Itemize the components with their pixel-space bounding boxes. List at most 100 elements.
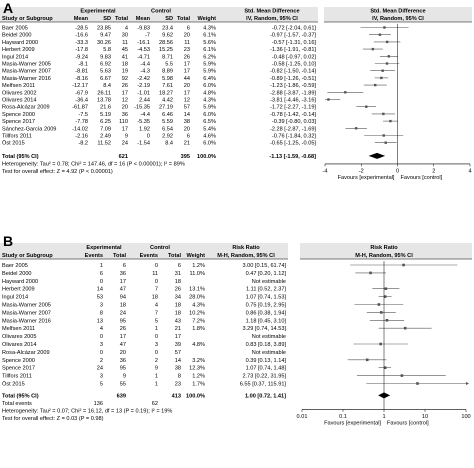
cell-c-total: 31 xyxy=(175,271,181,277)
table-header-bg xyxy=(0,7,318,22)
forest-plot-b: Experimental Control Risk Ratio Risk Ratio S… xyxy=(0,243,472,426)
cell-c-sd: 6.54 xyxy=(162,126,173,132)
cell-ci: 0.86 [0.38, 1.94] xyxy=(246,310,287,316)
total-events-label: Total events xyxy=(2,401,32,407)
weight-header: Weight xyxy=(186,253,205,259)
study-header: Study or Subgroup xyxy=(2,16,53,22)
cell-c-events: 2 xyxy=(155,358,158,364)
effect-square xyxy=(383,26,386,29)
cell-c-mean: -1.01 xyxy=(137,90,150,96)
cell-c-total: 14 xyxy=(175,358,181,364)
study-name: Masia-Warner 2007 xyxy=(2,69,51,75)
effect-square xyxy=(383,366,387,369)
cell-c-sd: 27.19 xyxy=(159,105,173,111)
cell-e-total: 17 xyxy=(120,334,126,340)
study-name: Sánchez-García 2009 xyxy=(2,126,56,132)
cell-e-mean: -9.24 xyxy=(75,54,88,60)
cell-weight: 10.2% xyxy=(189,310,205,316)
cell-c-total: 14 xyxy=(184,112,190,118)
study-name: Öst 2015 xyxy=(2,381,25,388)
x-tick-label: 100 xyxy=(461,414,470,420)
cell-e-total: 24 xyxy=(120,310,126,316)
effect-square xyxy=(385,62,389,65)
sd-header: SD xyxy=(103,16,111,22)
plot-title: Risk Ratio xyxy=(370,245,398,251)
effect-square xyxy=(381,69,384,72)
cell-weight: 6.5% xyxy=(203,119,216,125)
study-name: Baer 2005 xyxy=(2,26,28,32)
cell-e-events: 24 xyxy=(97,366,103,372)
heterogeneity-text: Heterogeneity: Tau² = 0.78; Chi² = 147.4… xyxy=(2,161,185,167)
cell-e-total: 19 xyxy=(122,69,128,75)
cell-c-events: 1 xyxy=(155,326,158,332)
effect-square xyxy=(380,311,383,314)
cell-e-sd: 26.11 xyxy=(97,90,111,96)
cell-c-total: 17 xyxy=(184,90,190,96)
cell-e-total: 47 xyxy=(120,342,126,348)
group-control-label: Control xyxy=(150,245,170,251)
cell-ci: 0.75 [0.19, 2.95] xyxy=(246,303,287,309)
study-name: Hayward 2000 xyxy=(2,40,38,46)
total-label: Total (95% CI) xyxy=(2,393,39,399)
panel-a-letter: A xyxy=(3,0,14,16)
favours-left-label: Favours [experimental] xyxy=(324,420,381,426)
cell-c-events: 7 xyxy=(155,310,158,316)
cell-e-total: 20 xyxy=(122,105,128,111)
cell-c-mean: -4.4 xyxy=(140,62,150,68)
cell-e-mean: -8.81 xyxy=(75,69,88,75)
cell-e-events: 3 xyxy=(100,374,103,380)
cell-e-total: 17 xyxy=(120,279,126,285)
cell-c-sd: 15.25 xyxy=(159,47,173,53)
cell-c-mean: -7 xyxy=(145,33,150,39)
cell-c-total: 26 xyxy=(184,54,190,60)
control-total-header: Total xyxy=(168,253,181,259)
cell-weight: 6.0% xyxy=(203,112,216,118)
x-tick-label: 0.01 xyxy=(297,414,308,420)
cell-c-sd: 18.27 xyxy=(159,90,173,96)
cell-c-mean: -2.42 xyxy=(137,76,150,82)
cell-c-sd: 4.42 xyxy=(162,98,173,104)
cell-weight: 4.8% xyxy=(203,90,216,96)
cell-c-sd: 28.56 xyxy=(159,40,173,46)
cell-c-total: 23 xyxy=(184,47,190,53)
cell-c-events: 4 xyxy=(155,303,158,309)
cell-c-sd: 8.71 xyxy=(162,54,173,60)
cell-e-events: 53 xyxy=(97,295,103,301)
cell-c-mean: -4.4 xyxy=(140,112,150,118)
effect-square xyxy=(387,55,390,58)
cell-c-mean: -2.19 xyxy=(137,83,150,89)
cell-e-events: 3 xyxy=(100,303,103,309)
cell-weight: 3.2% xyxy=(192,358,205,364)
control-mean-header: Mean xyxy=(136,16,151,22)
favours-right-label: Favours [control] xyxy=(401,175,443,181)
cell-e-mean: -33.3 xyxy=(75,40,88,46)
cell-ci: 0.47 [0.20, 1.12] xyxy=(246,271,287,277)
weight-header: Weight xyxy=(197,16,216,22)
cell-e-total: 95 xyxy=(120,318,126,324)
cell-e-total: 92 xyxy=(122,76,128,82)
cell-weight: 6.1% xyxy=(203,33,216,39)
cell-ci: Not estimable xyxy=(252,334,286,340)
group-experimental-label: Experimental xyxy=(80,9,116,15)
cell-c-total: 18 xyxy=(175,310,181,316)
panel-a: A Experimental Control Std. Mean Differenc… xyxy=(0,0,474,228)
cell-weight: 6.2% xyxy=(203,54,216,60)
cell-e-total: 45 xyxy=(122,47,128,53)
cell-e-sd: 9.83 xyxy=(100,54,111,60)
effect-square xyxy=(402,263,405,267)
total-label: Total (95% CI) xyxy=(2,154,39,160)
cell-e-events: 2 xyxy=(100,358,103,364)
cell-e-events: 8 xyxy=(100,310,103,316)
study-name: Baer 2005 xyxy=(2,263,28,269)
cell-c-events: 0 xyxy=(155,263,158,269)
total-weight: 100.0% xyxy=(197,154,216,160)
cell-weight: 5.6% xyxy=(203,40,216,46)
cell-c-total: 34 xyxy=(175,295,181,301)
cell-c-sd: 8.4 xyxy=(165,141,173,147)
x-tick-label: 4 xyxy=(468,168,471,174)
cell-e-sd: 13.78 xyxy=(97,98,111,104)
effect-method-header: M-H, Random, 95% CI xyxy=(217,253,275,259)
effect-square xyxy=(380,76,383,80)
cell-e-mean: -36.4 xyxy=(75,98,88,104)
total-events-c: 62 xyxy=(152,401,158,407)
